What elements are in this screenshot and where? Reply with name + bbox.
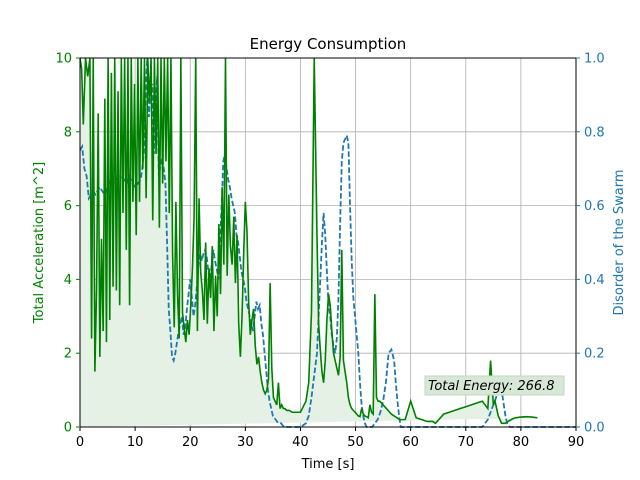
plot-frame [79,57,577,428]
x-tick-label: 10 [127,435,144,450]
y-right-tick-label: 0.4 [584,273,605,288]
x-tick-label: 90 [568,435,585,450]
x-tick-label: 80 [513,435,530,450]
y-left-tick-label: 4 [64,273,72,288]
y-right-tick-label: 0.6 [584,199,605,214]
y-right-tick-label: 0.8 [584,125,605,140]
x-tick-label: 20 [182,435,199,450]
energy-annotation: Total Energy: 266.8 [424,375,565,396]
y-right-tick-label: 0.0 [584,421,605,436]
y-left-tick-label: 6 [64,199,72,214]
x-tick-label: 0 [76,435,84,450]
y-left-tick-label: 0 [64,421,72,436]
axis-ticks: 0 10 20 30 40 50 60 70 80 90 0 2 4 6 8 10 0.0 0.2 0.4 0.6 0.… [55,52,604,451]
y-left-tick-label: 2 [64,347,72,362]
x-tick-label: 70 [458,435,475,450]
y-right-tick-label: 0.2 [584,347,605,362]
annotation-text: Total Energy: 266.8 [428,379,555,394]
y-axis-right-label: Disorder of the Swarm [612,170,627,316]
x-tick-label: 50 [347,435,364,450]
x-axis-label: Time [s] [301,457,355,472]
annotation-box [424,375,565,396]
y-left-tick-label: 10 [55,52,72,67]
y-axis-left-label: Total Acceleration [m^2] [32,162,47,324]
y-right-tick-label: 1.0 [584,52,605,67]
disorder-series-line [79,57,576,428]
acceleration-fill [80,58,538,427]
y-left-tick-label: 8 [64,125,72,140]
x-tick-label: 30 [237,435,254,450]
x-tick-label: 40 [292,435,309,450]
x-tick-label: 60 [402,435,419,450]
chart-title: Energy Consumption [250,35,407,53]
acceleration-series-line [79,57,538,425]
